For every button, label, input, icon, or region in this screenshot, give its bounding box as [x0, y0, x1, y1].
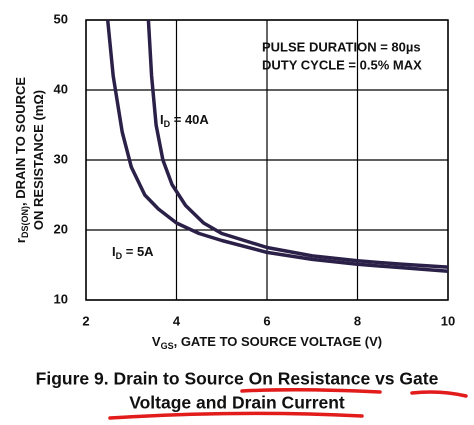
y-axis-label-part: DS(ON) — [20, 206, 30, 238]
y-axis-label-part: , DRAIN TO SOURCE — [13, 77, 28, 206]
series-label: ID = 40A — [160, 112, 209, 129]
x-tick-label: 6 — [263, 313, 270, 328]
caption: Figure 9. Drain to Source On Resistance … — [36, 369, 439, 389]
x-axis-label-part: GS — [161, 341, 174, 351]
x-tick-label: 10 — [441, 313, 455, 328]
series-label-part: I — [112, 244, 116, 259]
red-underline — [240, 387, 382, 394]
red-underline — [108, 411, 364, 420]
x-axis-label-part: V — [152, 334, 161, 349]
x-axis-label-part: , GATE TO SOURCE VOLTAGE (V) — [174, 334, 383, 349]
y-axis-label-part: ON RESISTANCE (mΩ) — [31, 90, 46, 230]
x-tick-label: 8 — [354, 313, 361, 328]
y-tick-label: 50 — [54, 11, 68, 26]
x-axis-label: VGS, GATE TO SOURCE VOLTAGE (V) — [152, 334, 382, 351]
x-tick-label: 4 — [173, 313, 181, 328]
series-label-part: = 40A — [170, 112, 209, 127]
y-axis-label: rDS(ON), DRAIN TO SOURCE — [13, 77, 30, 243]
series-label-part: = 5A — [122, 244, 154, 259]
x-tick-label: 2 — [82, 313, 89, 328]
y-tick-label: 30 — [54, 151, 68, 166]
y-axis-label-part: r — [13, 238, 28, 243]
caption: Voltage and Drain Current — [129, 393, 345, 413]
series-label-part: I — [160, 112, 164, 127]
series-label-part: D — [116, 251, 123, 261]
y-tick-label: 20 — [54, 221, 68, 236]
series-label: ID = 5A — [112, 244, 154, 261]
annotation: DUTY CYCLE = 0.5% MAX — [262, 57, 422, 72]
red-underline — [410, 390, 468, 398]
y-axis-label: ON RESISTANCE (mΩ) — [31, 90, 46, 230]
annotation: PULSE DURATION = 80µs — [262, 39, 421, 54]
y-tick-label: 40 — [54, 81, 68, 96]
y-tick-label: 10 — [54, 291, 68, 306]
series-line — [146, 19, 449, 269]
series-label-part: D — [164, 119, 171, 129]
series-line — [105, 19, 449, 274]
